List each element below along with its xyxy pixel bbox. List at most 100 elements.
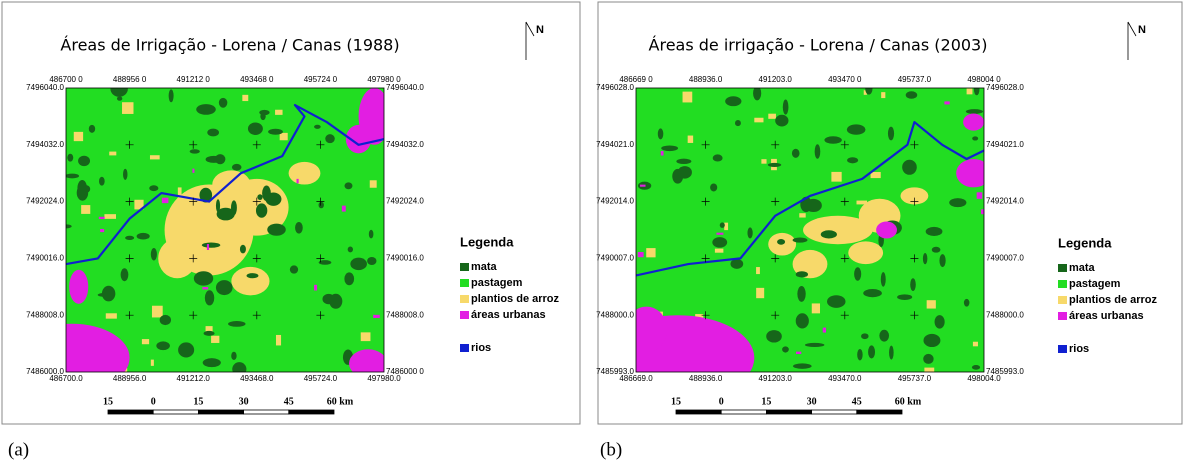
legend-swatch xyxy=(1058,280,1067,288)
forest-patch xyxy=(939,254,946,268)
forest-patch xyxy=(777,238,786,245)
grid-cross xyxy=(189,140,198,149)
map-frame xyxy=(65,87,385,373)
legend-title: Legenda xyxy=(1058,235,1112,250)
rice-field xyxy=(242,94,249,102)
legend-swatch xyxy=(460,263,469,271)
forest-patch xyxy=(887,126,895,141)
rice-field xyxy=(870,172,881,179)
forest-patch xyxy=(178,342,195,358)
right-coord: 7485993.0 xyxy=(986,367,1024,376)
rice-field xyxy=(900,187,929,205)
forest-patch xyxy=(910,278,916,292)
rice-field xyxy=(279,132,288,141)
forest-patch xyxy=(795,313,809,329)
top-coord: 495724 0 xyxy=(304,75,338,84)
rice-field xyxy=(149,155,160,160)
rice-field xyxy=(756,267,760,275)
rice-field xyxy=(369,180,377,188)
grid-cross xyxy=(125,140,134,149)
forest-patch xyxy=(123,168,128,180)
right-coord: 7492024.0 xyxy=(386,197,424,206)
rice-field xyxy=(141,339,150,345)
forest-patch xyxy=(318,260,332,265)
rice-field xyxy=(211,335,220,343)
map-title: Áreas de irrigação - Lorena / Canas (200… xyxy=(649,36,988,55)
legend-swatch xyxy=(460,279,469,287)
left-coord: 7492014.0 xyxy=(596,197,634,206)
forest-patch xyxy=(110,88,128,97)
rice-field xyxy=(966,88,973,95)
forest-patch xyxy=(268,128,283,135)
rice-field xyxy=(151,305,163,318)
forest-patch xyxy=(218,97,228,108)
forest-patch xyxy=(712,237,728,248)
forest-patch xyxy=(824,136,842,144)
urban-area xyxy=(314,284,318,291)
forest-patch xyxy=(232,362,247,372)
top-coord: 488936.0 xyxy=(689,75,723,84)
forest-patch xyxy=(753,88,762,101)
top-coord: 497980 0 xyxy=(367,75,401,84)
forest-patch xyxy=(925,226,943,236)
rice-field xyxy=(252,213,257,226)
urban-area xyxy=(944,101,950,105)
grid-cross xyxy=(840,197,849,206)
forest-patch xyxy=(125,235,135,240)
left-coord: 7486000.0 xyxy=(26,367,64,376)
right-coord: 7488000.0 xyxy=(986,310,1024,319)
scale-label: 15 xyxy=(761,396,771,407)
forest-patch xyxy=(847,157,859,164)
right-coord: 7492014.0 xyxy=(986,197,1024,206)
bottom-coord: 486669.0 xyxy=(619,374,653,383)
urban-area xyxy=(69,269,89,304)
grid-cross xyxy=(189,197,198,206)
urban-area xyxy=(636,315,755,372)
rice-field xyxy=(105,313,117,319)
forest-patch xyxy=(196,104,216,115)
bottom-coord: 486700.0 xyxy=(49,374,83,383)
forest-patch xyxy=(767,162,782,167)
scale-segment xyxy=(243,409,290,415)
forest-patch xyxy=(710,183,718,192)
forest-patch xyxy=(231,163,242,171)
rice-field xyxy=(811,303,821,314)
bottom-coord: 495724.0 xyxy=(304,374,338,383)
legend-label: plantios de arroz xyxy=(1069,294,1158,306)
forest-patch xyxy=(934,315,945,329)
grid-cross xyxy=(125,197,134,206)
forest-patch xyxy=(325,134,335,144)
left-coord: 7485993.0 xyxy=(596,367,634,376)
urban-area xyxy=(976,192,983,199)
scale-segment xyxy=(720,409,767,415)
grid-cross xyxy=(701,254,710,263)
forest-patch xyxy=(193,271,214,286)
rice-field xyxy=(714,248,724,253)
forest-patch xyxy=(949,198,967,208)
forest-patch xyxy=(78,155,91,167)
forest-patch xyxy=(246,273,259,279)
rice-field xyxy=(158,238,197,279)
grid-cross xyxy=(125,254,134,263)
rice-field xyxy=(239,181,245,192)
forest-patch xyxy=(344,182,353,190)
forest-patch xyxy=(791,148,800,158)
forest-patch xyxy=(314,124,321,129)
rice-field xyxy=(109,151,117,156)
forest-patch xyxy=(189,149,200,154)
forest-patch xyxy=(965,109,984,114)
urban-area xyxy=(956,159,984,188)
bottom-coord: 491203.0 xyxy=(759,374,793,383)
grid-cross xyxy=(701,140,710,149)
legend-swatch xyxy=(1058,264,1067,272)
left-coord: 7488000.0 xyxy=(596,310,634,319)
grid-cross xyxy=(252,254,261,263)
urban-area xyxy=(795,351,802,354)
grid-cross xyxy=(771,140,780,149)
land-use-map xyxy=(636,88,984,372)
rice-field xyxy=(792,249,828,279)
left-coord: 7496028.0 xyxy=(596,83,634,92)
urban-area xyxy=(373,314,380,318)
forest-patch xyxy=(260,112,266,121)
right-coord: 7490007.0 xyxy=(986,254,1024,263)
